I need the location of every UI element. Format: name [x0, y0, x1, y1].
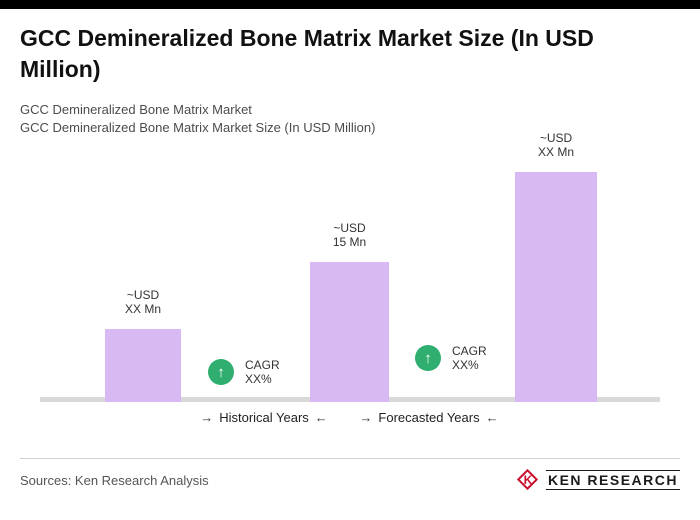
footer: Sources: Ken Research Analysis K KEN RES… [20, 468, 680, 491]
ken-research-logo: K KEN RESEARCH [516, 468, 680, 491]
bar-group-middle: ~USD 15 Mn [310, 221, 389, 402]
bar-group-forecast: ~USD XX Mn [515, 131, 597, 402]
cagr-up-icon: ↑ [208, 359, 234, 385]
bar-group-historical: ~USD XX Mn [105, 288, 181, 402]
bar-value-label: ~USD XX Mn [125, 288, 161, 316]
cagr-value: XX% [452, 358, 479, 372]
cagr-annotation-2: ↑ CAGR XX% [415, 344, 487, 372]
ken-research-logo-icon: K [516, 468, 539, 491]
top-accent-bar [0, 0, 700, 9]
bar-chart: ~USD XX Mn ~USD 15 Mn ~USD XX Mn ↑ CAGR … [0, 131, 700, 402]
bar-value-line1: ~USD [126, 288, 160, 302]
left-arrow-icon: ← [314, 410, 328, 425]
bar [105, 329, 181, 402]
cagr-up-icon: ↑ [415, 345, 441, 371]
right-arrow-icon: → [359, 410, 373, 425]
bar-value-line2: XX Mn [537, 145, 574, 159]
bar-value-line2: XX Mn [124, 302, 161, 316]
cagr-text: CAGR XX% [452, 344, 487, 372]
cagr-label: CAGR [452, 344, 487, 358]
cagr-annotation-1: ↑ CAGR XX% [208, 358, 280, 386]
bar-value-label: ~USD 15 Mn [333, 221, 366, 249]
axis-label-text: Forecasted Years [378, 410, 480, 425]
right-arrow-icon: → [200, 410, 214, 425]
axis-label-forecasted-years: → Forecasted Years ← [353, 410, 504, 425]
bar-value-line1: ~USD [333, 221, 366, 235]
axis-label-historical-years: → Historical Years ← [194, 410, 334, 425]
bar-value-line2: 15 Mn [332, 235, 367, 249]
logo-letter-k: K [523, 473, 533, 487]
bar [310, 262, 389, 402]
cagr-label: CAGR [245, 358, 280, 372]
cagr-value: XX% [245, 372, 272, 386]
x-axis-labels: → Historical Years ← → Forecasted Years ← [0, 402, 700, 434]
chart-subtitle-1: GCC Demineralized Bone Matrix Market [20, 102, 252, 117]
bar-value-line1: ~USD [539, 131, 573, 145]
sources-text: Sources: Ken Research Analysis [20, 472, 209, 488]
chart-subtitle-2: GCC Demineralized Bone Matrix Market Siz… [20, 120, 376, 135]
axis-label-text: Historical Years [219, 410, 309, 425]
bar-value-label: ~USD XX Mn [538, 131, 574, 159]
left-arrow-icon: ← [485, 410, 499, 425]
footer-divider [20, 458, 680, 459]
page-title: GCC Demineralized Bone Matrix Market Siz… [20, 25, 594, 82]
ken-research-logo-text: KEN RESEARCH [545, 470, 680, 490]
cagr-text: CAGR XX% [245, 358, 280, 386]
bar [515, 172, 597, 402]
chart-subtitles: GCC Demineralized Bone Matrix Market GCC… [20, 101, 680, 137]
